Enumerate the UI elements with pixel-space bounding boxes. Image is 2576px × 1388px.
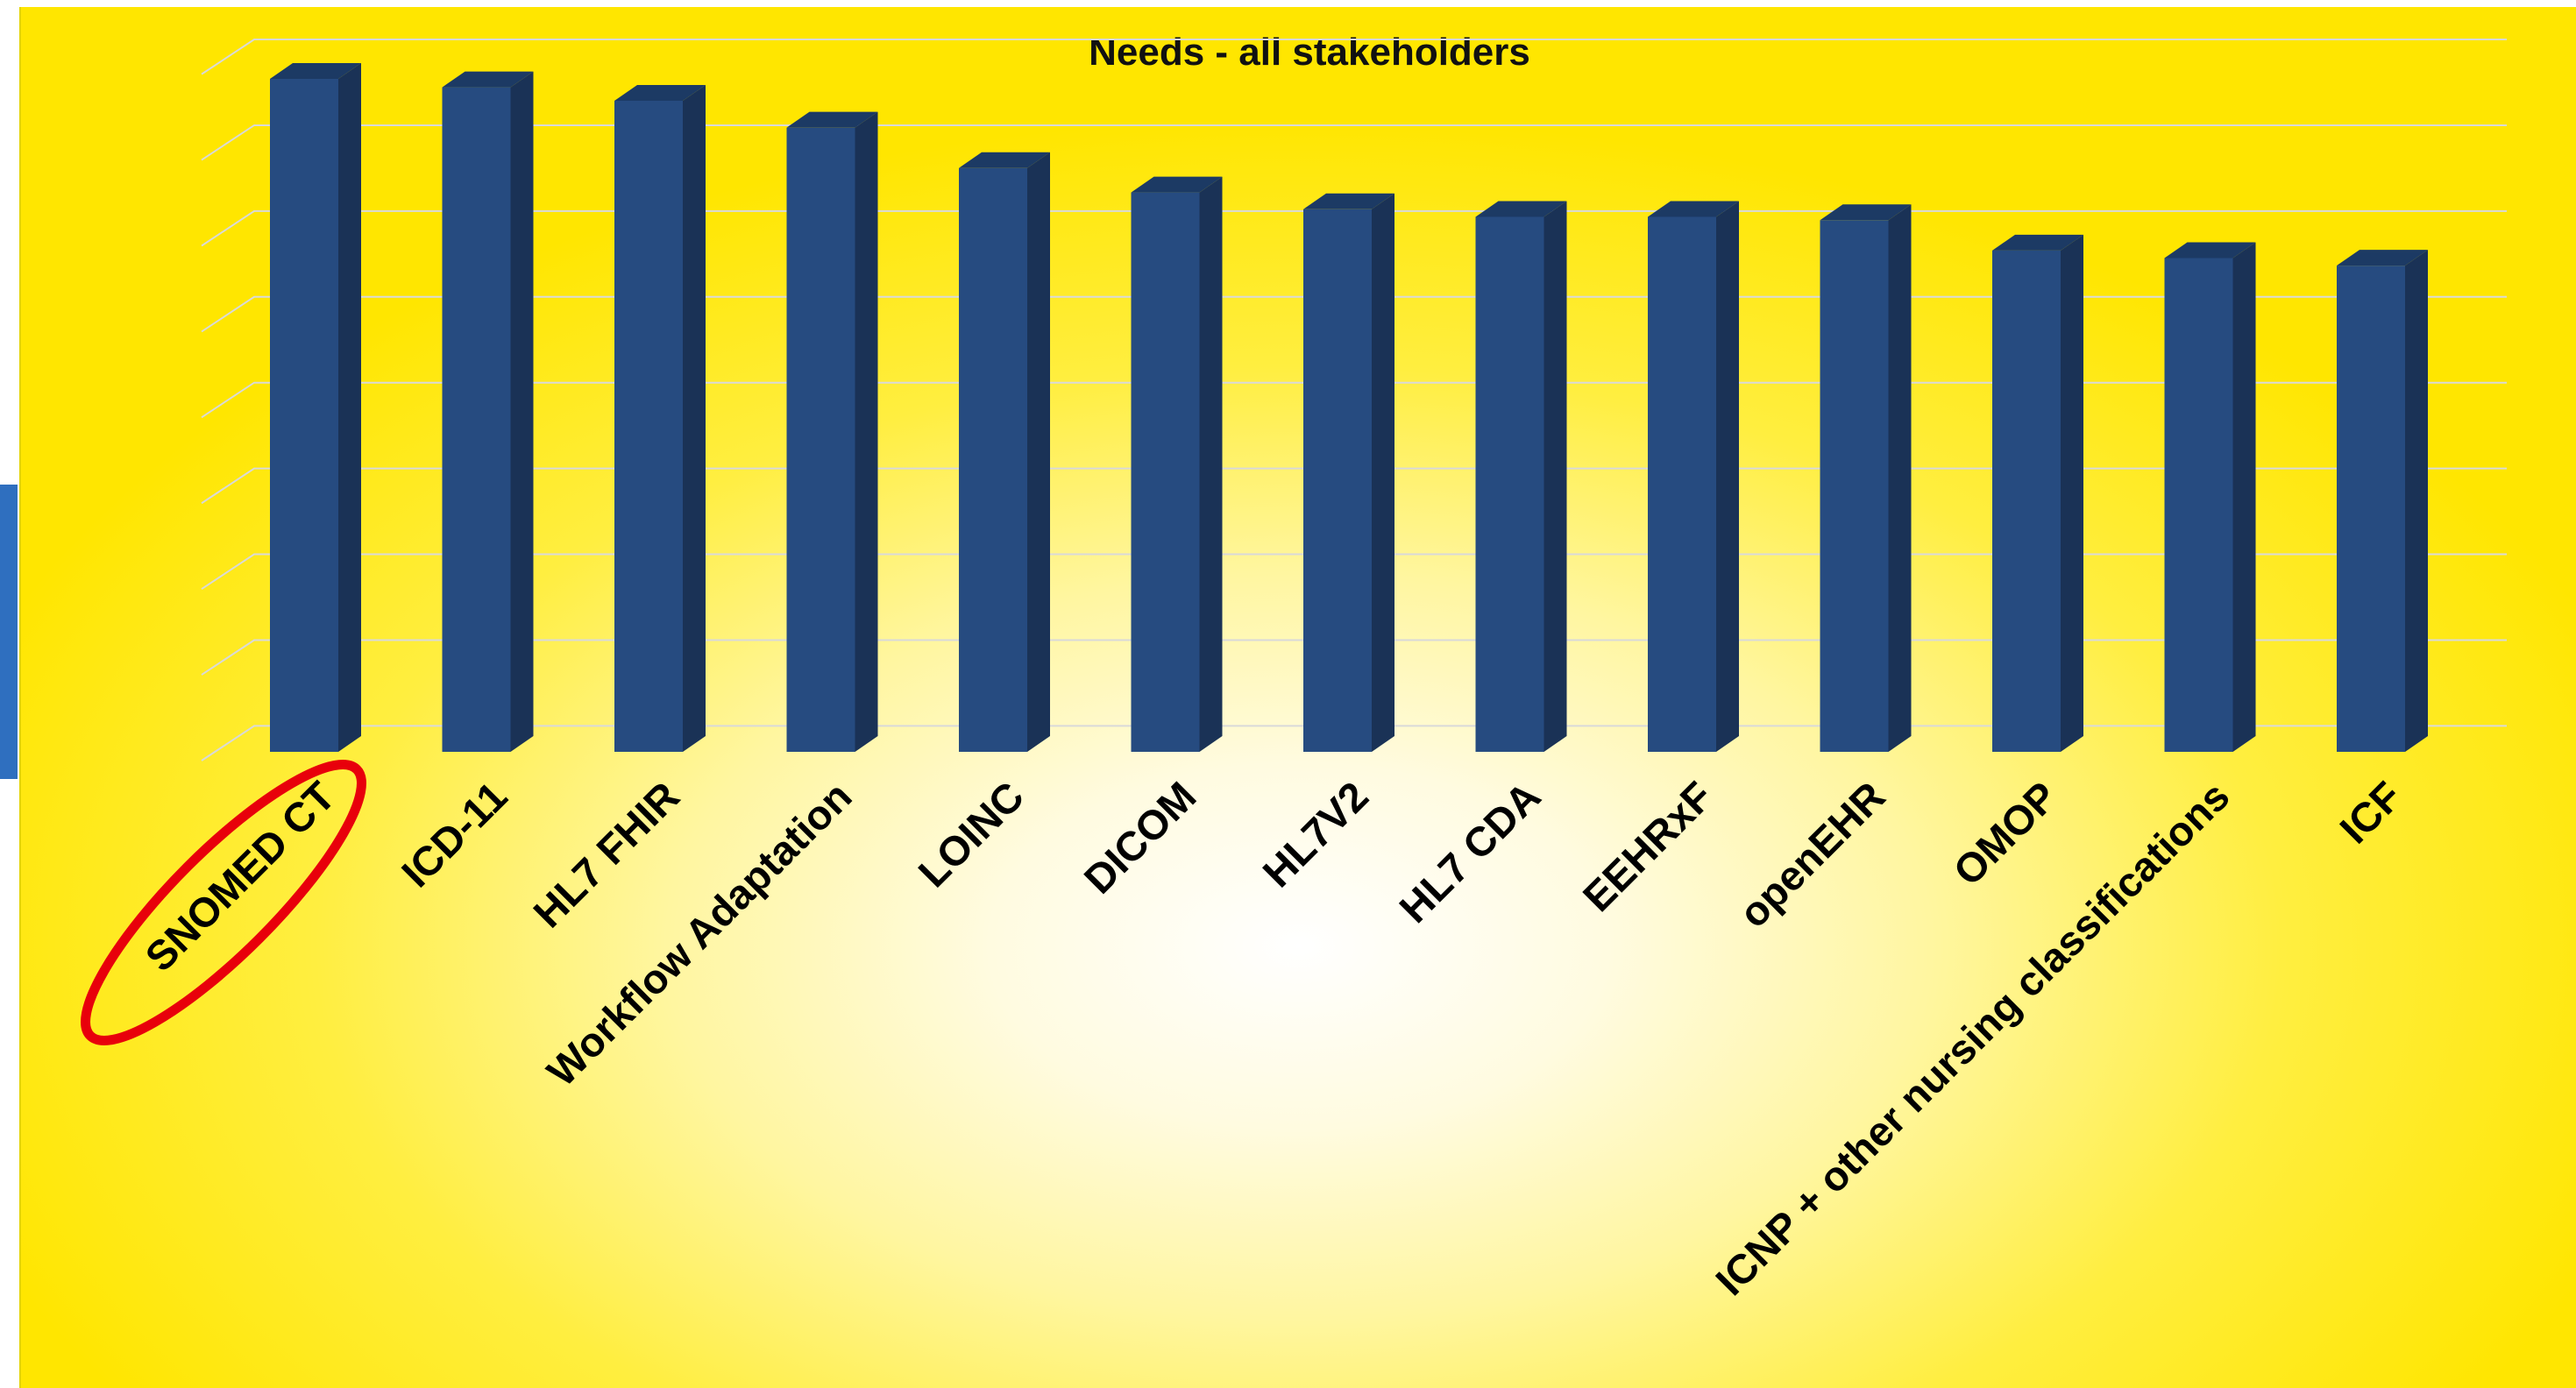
bar (786, 111, 878, 753)
bar-top (270, 63, 361, 79)
category-label: Workflow Adaptation (538, 773, 861, 1095)
category-label: HL7V2 (1253, 773, 1377, 896)
bar-top (786, 111, 878, 128)
bar-side (683, 84, 706, 752)
bar (1131, 176, 1223, 753)
bar-side (1027, 152, 1050, 752)
left-window-accent (0, 485, 18, 779)
bar-front (1820, 220, 1889, 752)
gridline (201, 39, 2507, 75)
bar-side (510, 71, 534, 753)
category-label: EEHRxF (1573, 773, 1721, 921)
bar-top (1303, 193, 1394, 209)
bar (959, 152, 1050, 752)
bar-front (1475, 216, 1544, 752)
highlight-ring (81, 760, 366, 1045)
gridline (201, 124, 2507, 161)
highlight-annotation (81, 760, 366, 1045)
bar-front (1303, 209, 1372, 753)
gridline (201, 209, 2507, 247)
category-label: ICD-11 (393, 773, 516, 896)
category-label: OMOP (1944, 773, 2066, 895)
gridlines (201, 39, 2507, 761)
bar-side (1199, 176, 1223, 753)
bar-side (1543, 201, 1567, 752)
bar-side (1716, 201, 1739, 752)
bar-front (1992, 250, 2061, 753)
bar-top (2337, 250, 2428, 266)
bar-side (855, 111, 878, 753)
category-label: LOINC (909, 773, 1033, 896)
bar-front (786, 127, 855, 752)
bar-side (338, 63, 361, 752)
bar (442, 71, 534, 753)
gridline (201, 639, 2507, 676)
bar (270, 63, 361, 752)
category-label: ICF (2331, 773, 2410, 853)
bar-top (1648, 201, 1739, 217)
bar-top (614, 84, 706, 101)
bar-front (1131, 192, 1200, 753)
category-label: HL7 CDA (1390, 773, 1550, 932)
gridline (201, 725, 2507, 761)
bar-top (442, 71, 534, 88)
category-label: openEHR (1730, 773, 1894, 937)
bar-side (2232, 242, 2256, 753)
bar (2337, 250, 2428, 752)
bar-top (1131, 176, 1223, 193)
gridline (201, 467, 2507, 505)
bar (1475, 201, 1567, 752)
bar (614, 84, 706, 752)
bar-front (614, 100, 683, 752)
bar-side (1888, 204, 1912, 752)
bar-side (2061, 234, 2083, 753)
gridline (201, 295, 2507, 333)
bar-side (2405, 250, 2428, 752)
bar-top (959, 152, 1050, 168)
gridline (201, 553, 2507, 590)
bar (1992, 234, 2083, 753)
bar-front (2337, 266, 2405, 752)
bar-top (2164, 242, 2256, 258)
bar (1648, 201, 1739, 752)
bar-top (1992, 234, 2083, 251)
category-label: DICOM (1075, 773, 1204, 903)
bar-front (959, 167, 1027, 752)
bar-side (1372, 193, 1394, 753)
bar (1820, 204, 1912, 752)
bar-top (1475, 201, 1567, 217)
bar-top (1820, 204, 1912, 221)
bar-front (1648, 216, 1716, 752)
bar-front (2164, 258, 2233, 753)
gridline (201, 381, 2507, 419)
left-window-sliver (0, 0, 19, 1388)
bar-front (270, 79, 338, 752)
category-label: HL7 FHIR (524, 773, 688, 937)
chart-title: Needs - all stakeholders (1089, 31, 1530, 74)
bar (1303, 193, 1394, 753)
bar-front (442, 87, 511, 753)
bar (2164, 242, 2256, 753)
bars (270, 63, 2428, 753)
